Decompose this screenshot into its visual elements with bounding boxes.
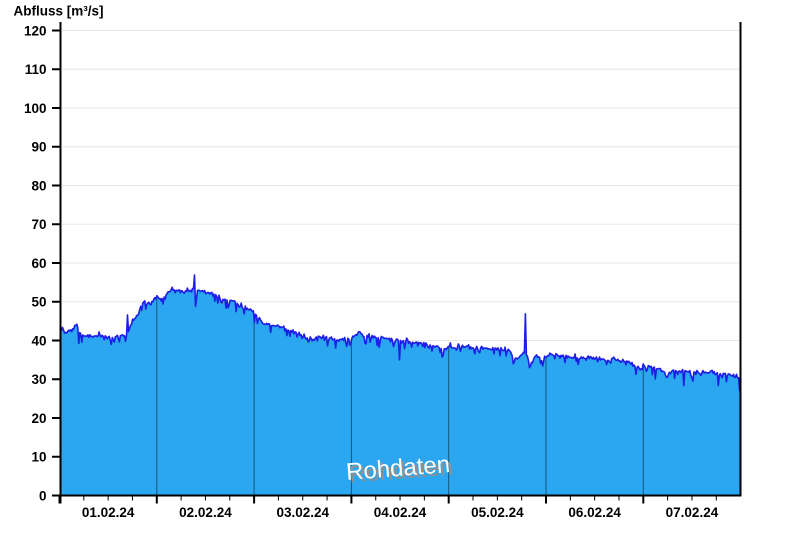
svg-text:01.02.24: 01.02.24: [82, 505, 135, 520]
svg-text:70: 70: [31, 217, 46, 232]
svg-text:02.02.24: 02.02.24: [179, 505, 232, 520]
svg-text:80: 80: [31, 178, 46, 193]
svg-text:40: 40: [31, 333, 46, 348]
svg-text:03.02.24: 03.02.24: [276, 505, 329, 520]
svg-text:90: 90: [31, 140, 46, 155]
svg-text:30: 30: [31, 372, 46, 387]
svg-text:07.02.24: 07.02.24: [666, 505, 719, 520]
svg-text:50: 50: [31, 295, 46, 310]
svg-text:Abfluss [m³/s]: Abfluss [m³/s]: [14, 3, 104, 18]
svg-text:60: 60: [31, 256, 46, 271]
svg-text:05.02.24: 05.02.24: [471, 505, 524, 520]
svg-text:100: 100: [24, 101, 47, 116]
svg-text:120: 120: [24, 23, 47, 38]
svg-text:0: 0: [39, 488, 47, 503]
svg-text:04.02.24: 04.02.24: [374, 505, 427, 520]
svg-text:06.02.24: 06.02.24: [568, 505, 621, 520]
svg-text:10: 10: [31, 450, 46, 465]
svg-text:20: 20: [31, 411, 46, 426]
svg-text:110: 110: [25, 62, 47, 77]
